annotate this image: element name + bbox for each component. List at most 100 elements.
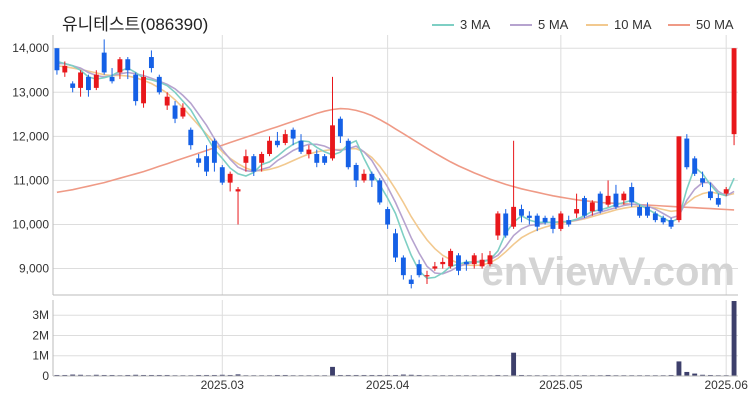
candle-body <box>637 206 643 216</box>
candle-body <box>550 217 556 229</box>
volume-bar <box>235 374 241 376</box>
candle-body <box>566 220 572 225</box>
legend-swatch-3ma <box>432 23 454 26</box>
price-tick-label: 9,000 <box>19 262 49 276</box>
candle-body <box>424 275 430 277</box>
candle-body <box>393 233 398 258</box>
axes: 9,000 10,000 11,000 12,000 13,000 14,000 0 1M 2M… <box>12 35 748 392</box>
candle-body <box>70 83 76 88</box>
chart-title: 유니테스트(086390) <box>62 15 209 34</box>
candle-body <box>259 153 265 163</box>
candle-body <box>298 140 304 152</box>
candle-body <box>700 178 706 183</box>
candle-body <box>251 156 257 172</box>
legend-label-5ma: 5 MA <box>538 17 569 32</box>
candle-body <box>652 213 658 221</box>
volume-bar <box>227 374 233 376</box>
candle-body <box>385 209 391 225</box>
volume-bar <box>700 374 706 376</box>
legend-label-50ma: 50 MA <box>696 17 734 32</box>
candle-body <box>235 189 241 192</box>
candle-body <box>692 158 698 174</box>
candle-body <box>589 202 595 212</box>
volume-tick-label: 2M <box>32 328 49 342</box>
candle-body <box>164 96 170 106</box>
candle-body <box>353 165 359 181</box>
x-tick-label: 2025.04 <box>366 378 410 392</box>
candle-body <box>54 48 60 71</box>
ma3-line <box>56 60 735 280</box>
volume-bar <box>196 374 202 376</box>
candle-body <box>400 257 406 276</box>
candle-body <box>148 57 154 69</box>
candle-body <box>723 189 729 194</box>
candles <box>54 39 737 289</box>
candle-body <box>558 213 564 229</box>
volume-bar <box>93 374 99 376</box>
candle-body <box>519 209 524 216</box>
volume-bar <box>692 373 698 376</box>
volume-bar <box>125 374 131 376</box>
candle-body <box>188 129 194 146</box>
candle-body <box>534 215 540 227</box>
volume-bar <box>156 374 162 376</box>
candle-body <box>117 59 123 73</box>
watermark: enViewV.com <box>482 250 735 294</box>
x-tick-label: 2025.03 <box>201 378 245 392</box>
candle-body <box>133 74 139 102</box>
candle-body <box>432 266 438 269</box>
legend-label-3ma: 3 MA <box>460 17 491 32</box>
legend-swatch-5ma <box>510 23 532 26</box>
candle-body <box>708 191 713 199</box>
candle-body <box>267 140 272 154</box>
volume-bar <box>337 374 343 376</box>
legend-item-10ma: 10 MA <box>586 17 652 32</box>
volume-bar <box>393 374 398 376</box>
candle-body <box>731 48 737 135</box>
candle-body <box>109 76 115 82</box>
volume-bar <box>101 374 107 376</box>
volume-bar <box>204 374 209 376</box>
candle-body <box>613 193 619 207</box>
candle-body <box>456 255 461 271</box>
volume-bar <box>62 374 68 376</box>
candle-body <box>526 215 532 218</box>
volume-bar <box>385 374 391 376</box>
candle-body <box>511 206 517 227</box>
volume-bar <box>141 374 146 376</box>
volume-bar <box>605 374 611 376</box>
legend-item-5ma: 5 MA <box>510 17 568 32</box>
candle-body <box>337 118 343 137</box>
candle-body <box>93 74 99 88</box>
volume-bar <box>148 374 154 376</box>
volume-bar <box>211 374 217 376</box>
candle-body <box>101 52 107 73</box>
volume-bar <box>219 374 225 376</box>
volume-bar <box>109 374 115 376</box>
candle-body <box>211 140 217 163</box>
candle-body <box>629 187 635 203</box>
candle-body <box>684 138 690 168</box>
volume-tick-label: 1M <box>32 349 49 363</box>
moving-average-lines <box>56 60 735 280</box>
volume-bar <box>54 374 60 376</box>
price-tick-label: 13,000 <box>12 85 49 99</box>
price-tick-label: 14,000 <box>12 41 49 55</box>
candle-body <box>605 195 611 205</box>
candle-body <box>78 72 83 88</box>
candle-body <box>369 173 375 181</box>
volume-bar <box>708 374 713 376</box>
volume-bar <box>668 374 674 376</box>
candle-body <box>62 65 68 73</box>
candle-body <box>361 173 367 181</box>
volume-bar <box>377 374 383 376</box>
candle-body <box>715 198 721 205</box>
volume-bar <box>274 374 280 376</box>
volume-bar <box>164 374 170 376</box>
volume-bar <box>70 374 76 376</box>
volume-bar <box>330 366 335 376</box>
candle-body <box>542 217 548 223</box>
volume-bar <box>684 371 690 376</box>
